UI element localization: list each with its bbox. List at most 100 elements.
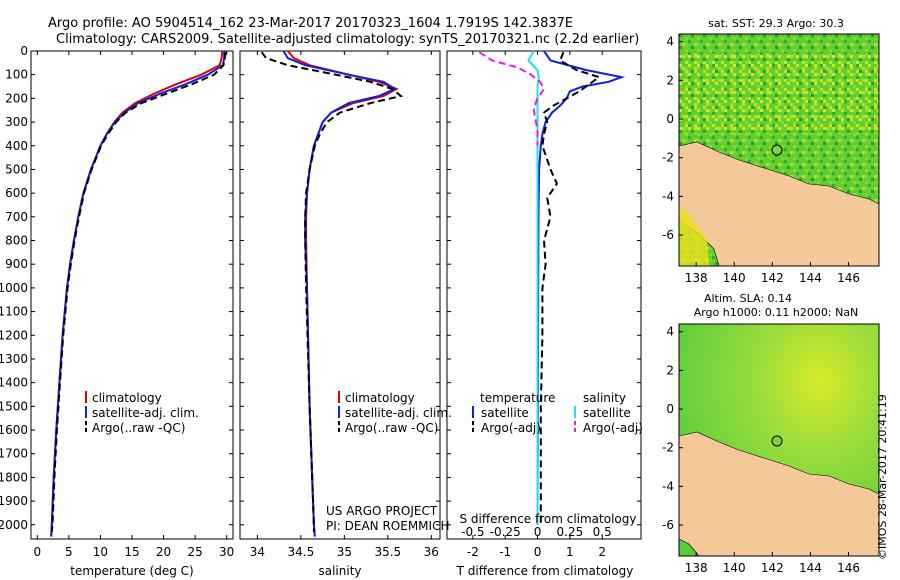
legend-label-climatology: climatology <box>92 391 162 405</box>
depth-tick-label: 300 <box>5 115 28 129</box>
difference-ticks: -2 -1 0 1 2 -0.5 -0.25 0 0.25 0.5 <box>447 50 641 559</box>
depth-tick-label: 0 <box>20 44 28 58</box>
x-tick-label: 20 <box>156 545 171 559</box>
x-tick-label: 30 <box>219 545 234 559</box>
x-top-tick-label: -0.25 <box>490 525 521 539</box>
x-tick-label: 34.5 <box>288 545 315 559</box>
legend-label-climatology: climatology <box>345 391 415 405</box>
series-line-temperature-satellite <box>536 50 626 525</box>
salinity-ticks: 34 34.5 35 35.5 36 <box>240 50 440 559</box>
x-tick-label: 5 <box>65 545 73 559</box>
depth-tick-label: 1700 <box>0 447 28 461</box>
lon-tick-label: 138 <box>685 561 708 575</box>
difference-xlabel-top: S difference from climatology <box>460 512 637 526</box>
depth-tick-label: 900 <box>5 257 28 271</box>
salinity-legend: climatology satellite-adj. clim. Argo(..… <box>338 391 452 435</box>
legend-label-t-satellite: satellite <box>481 406 529 420</box>
sla-map-frame <box>678 323 880 557</box>
legend-label-t-argo: Argo(-adj) <box>481 421 541 435</box>
credit-pi: PI: DEAN ROEMMICH <box>326 519 449 533</box>
lon-tick-label: 142 <box>761 271 784 285</box>
depth-tick-label: 500 <box>5 162 28 176</box>
depth-tick-label: 1100 <box>0 305 28 319</box>
sla-map-title-1: Altim. SLA: 0.14 <box>704 292 792 305</box>
title-line-2: Climatology: CARS2009. Satellite-adjuste… <box>56 32 639 47</box>
series-line-temperature-argo-adj- <box>539 51 602 525</box>
depth-tick-label: 600 <box>5 186 28 200</box>
x-tick-label: -2 <box>467 545 479 559</box>
lon-tick-label: 146 <box>837 561 860 575</box>
difference-xlabel: T difference from climatology <box>456 564 634 578</box>
legend-title-temperature: temperature <box>480 391 555 405</box>
series-line-argo-raw-qc- <box>50 52 227 532</box>
depth-tick-label: 1000 <box>0 281 28 295</box>
lon-tick-label: 144 <box>799 561 822 575</box>
lat-tick-label: -2 <box>662 441 674 455</box>
x-top-tick-label: 0 <box>534 525 542 539</box>
depth-tick-label: 800 <box>5 234 28 248</box>
x-tick-label: 15 <box>124 545 139 559</box>
difference-legend: temperature salinity satellite Argo(-adj… <box>472 391 643 435</box>
series-line-satellite-adj-clim- <box>50 51 226 537</box>
credit-project: US ARGO PROJECT <box>326 504 438 518</box>
x-tick-label: 35 <box>337 545 352 559</box>
depth-tick-label: 1600 <box>0 423 28 437</box>
depth-tick-label: 400 <box>5 139 28 153</box>
sst-map-title: sat. SST: 29.3 Argo: 30.3 <box>708 17 844 30</box>
lat-tick-label: -2 <box>662 151 674 165</box>
legend-label-satellite: satellite-adj. clim. <box>92 406 199 420</box>
x-tick-label: 35.5 <box>374 545 401 559</box>
x-tick-label: -1 <box>499 545 511 559</box>
lat-tick-label: 2 <box>666 73 674 87</box>
lat-tick-label: -6 <box>662 518 674 532</box>
x-tick-label: 36 <box>424 545 439 559</box>
depth-tick-label: 1800 <box>0 470 28 484</box>
temperature-legend: climatology satellite-adj. clim. Argo(..… <box>85 391 199 435</box>
lon-tick-label: 140 <box>723 271 746 285</box>
sst-map-frame <box>678 33 880 267</box>
temperature-series <box>50 50 227 537</box>
series-line-climatology <box>287 50 399 537</box>
depth-tick-label: 1200 <box>0 328 28 342</box>
temperature-plot-frame <box>30 50 234 540</box>
x-tick-label: 1 <box>566 545 574 559</box>
depth-tick-label: 2000 <box>0 518 28 532</box>
series-line-salinity-argo-adj- <box>478 51 546 146</box>
legend-title-salinity: salinity <box>583 391 626 405</box>
lon-tick-label: 144 <box>799 271 822 285</box>
legend-label-argo: Argo(..raw -QC) <box>92 421 185 435</box>
salinity-series <box>260 50 404 537</box>
lon-tick-label: 138 <box>685 271 708 285</box>
sla-map <box>679 324 879 556</box>
series-line-satellite-adj-clim- <box>282 50 397 537</box>
legend-label-argo: Argo(..raw -QC) <box>345 421 438 435</box>
series-line-climatology <box>50 50 224 537</box>
x-tick-label: 0 <box>33 545 41 559</box>
sla-map-axes: 4 2 0 -2 -4 -6 138 140 142 144 146 <box>662 325 860 575</box>
depth-axis: 0 100 200 300 400 500 600 700 800 900 1000 1100 1200… <box>0 44 28 532</box>
depth-tick-label: 1500 <box>0 399 28 413</box>
lat-tick-label: 4 <box>666 325 674 339</box>
depth-tick-label: 200 <box>5 91 28 105</box>
sla-map-title-2: Argo h1000: 0.11 h2000: NaN <box>694 306 859 319</box>
x-tick-label: 2 <box>598 545 606 559</box>
depth-tick-label: 1300 <box>0 352 28 366</box>
x-tick-label: 25 <box>187 545 202 559</box>
lat-tick-label: -4 <box>662 479 674 493</box>
legend-label-s-satellite: satellite <box>583 406 631 420</box>
sst-map <box>679 34 879 266</box>
legend-label-satellite: satellite-adj. clim. <box>345 406 452 420</box>
lat-tick-label: 0 <box>666 402 674 416</box>
imos-timestamp: ©IMOS 28-Mar-2017 20:41:19 <box>876 394 889 560</box>
lon-tick-label: 142 <box>761 561 784 575</box>
title-line-1: Argo profile: AO 5904514_162 23-Mar-2017… <box>48 16 573 31</box>
x-top-tick-label: -0.5 <box>461 525 484 539</box>
lat-tick-label: -6 <box>662 228 674 242</box>
difference-series <box>478 50 626 525</box>
temperature-xlabel: temperature (deg C) <box>70 564 193 578</box>
lon-tick-label: 146 <box>837 271 860 285</box>
depth-tick-label: 1400 <box>0 376 28 390</box>
salinity-plot-frame <box>239 50 441 540</box>
depth-tick-label: 700 <box>5 210 28 224</box>
